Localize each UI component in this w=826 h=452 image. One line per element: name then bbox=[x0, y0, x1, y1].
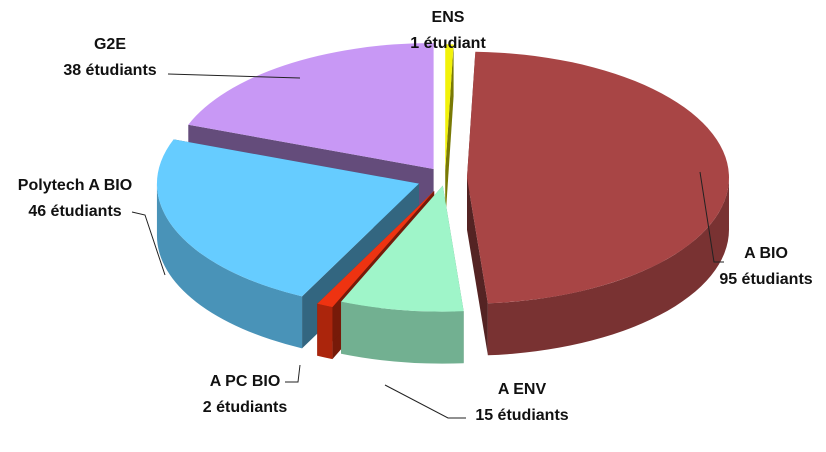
label-g2e-value: 38 étudiants bbox=[63, 62, 156, 79]
slice-ens bbox=[445, 44, 454, 171]
slice-a-bio bbox=[466, 51, 729, 304]
label-ens-name: ENS bbox=[432, 9, 465, 26]
slice-a-pc-bio bbox=[317, 190, 435, 308]
slice-polytech-a-bio-side-0 bbox=[156, 183, 303, 349]
label-ens-value: 1 étudiant bbox=[410, 35, 486, 52]
leader-lines bbox=[131, 73, 724, 419]
slice-a-pc-bio-side-0 bbox=[317, 303, 333, 360]
slice-g2e bbox=[188, 42, 434, 169]
label-a-bio-name: A BIO bbox=[744, 245, 788, 262]
slice-polytech-a-bio bbox=[156, 139, 419, 297]
label-a-env-value: 15 étudiants bbox=[475, 407, 568, 424]
label-a-pc-bio-value: 2 étudiants bbox=[203, 399, 288, 416]
slice-a-bio-side-0 bbox=[487, 177, 729, 356]
data-labels: ENS 1 étudiant G2E 38 étudiants Polytech… bbox=[18, 9, 813, 424]
label-a-bio-value: 95 étudiants bbox=[719, 271, 812, 288]
label-a-pc-bio-name: A PC BIO bbox=[210, 373, 281, 390]
label-a-env-name: A ENV bbox=[498, 381, 547, 398]
slice-a-env bbox=[341, 185, 464, 312]
label-polytech-value: 46 étudiants bbox=[28, 203, 121, 220]
label-polytech-name: Polytech A BIO bbox=[18, 177, 132, 194]
leader-line-polytech bbox=[131, 211, 166, 276]
leader-line-a-bio bbox=[699, 171, 724, 263]
slice-tops-layer bbox=[156, 42, 729, 312]
leader-line-a-pc-bio bbox=[285, 364, 301, 383]
label-g2e-name: G2E bbox=[94, 36, 126, 53]
leader-line-g2e bbox=[167, 73, 301, 79]
slice-a-env-side-0 bbox=[341, 301, 464, 364]
slice-a-bio-face-end bbox=[466, 177, 488, 356]
leader-line-a-env bbox=[384, 384, 466, 419]
slice-ens-face-end bbox=[445, 44, 454, 223]
